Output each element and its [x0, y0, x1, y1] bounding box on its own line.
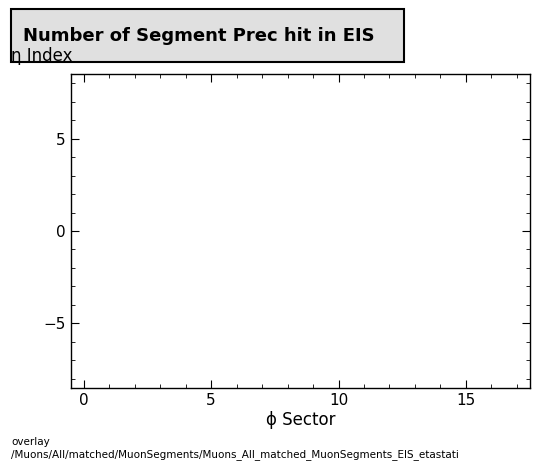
FancyBboxPatch shape — [11, 9, 404, 62]
Text: Number of Segment Prec hit in EIS: Number of Segment Prec hit in EIS — [23, 27, 375, 45]
Text: η Index: η Index — [11, 47, 73, 65]
Text: overlay
/Muons/All/matched/MuonSegments/Muons_All_matched_MuonSegments_EIS_etast: overlay /Muons/All/matched/MuonSegments/… — [11, 437, 459, 460]
X-axis label: ϕ Sector: ϕ Sector — [265, 411, 335, 429]
